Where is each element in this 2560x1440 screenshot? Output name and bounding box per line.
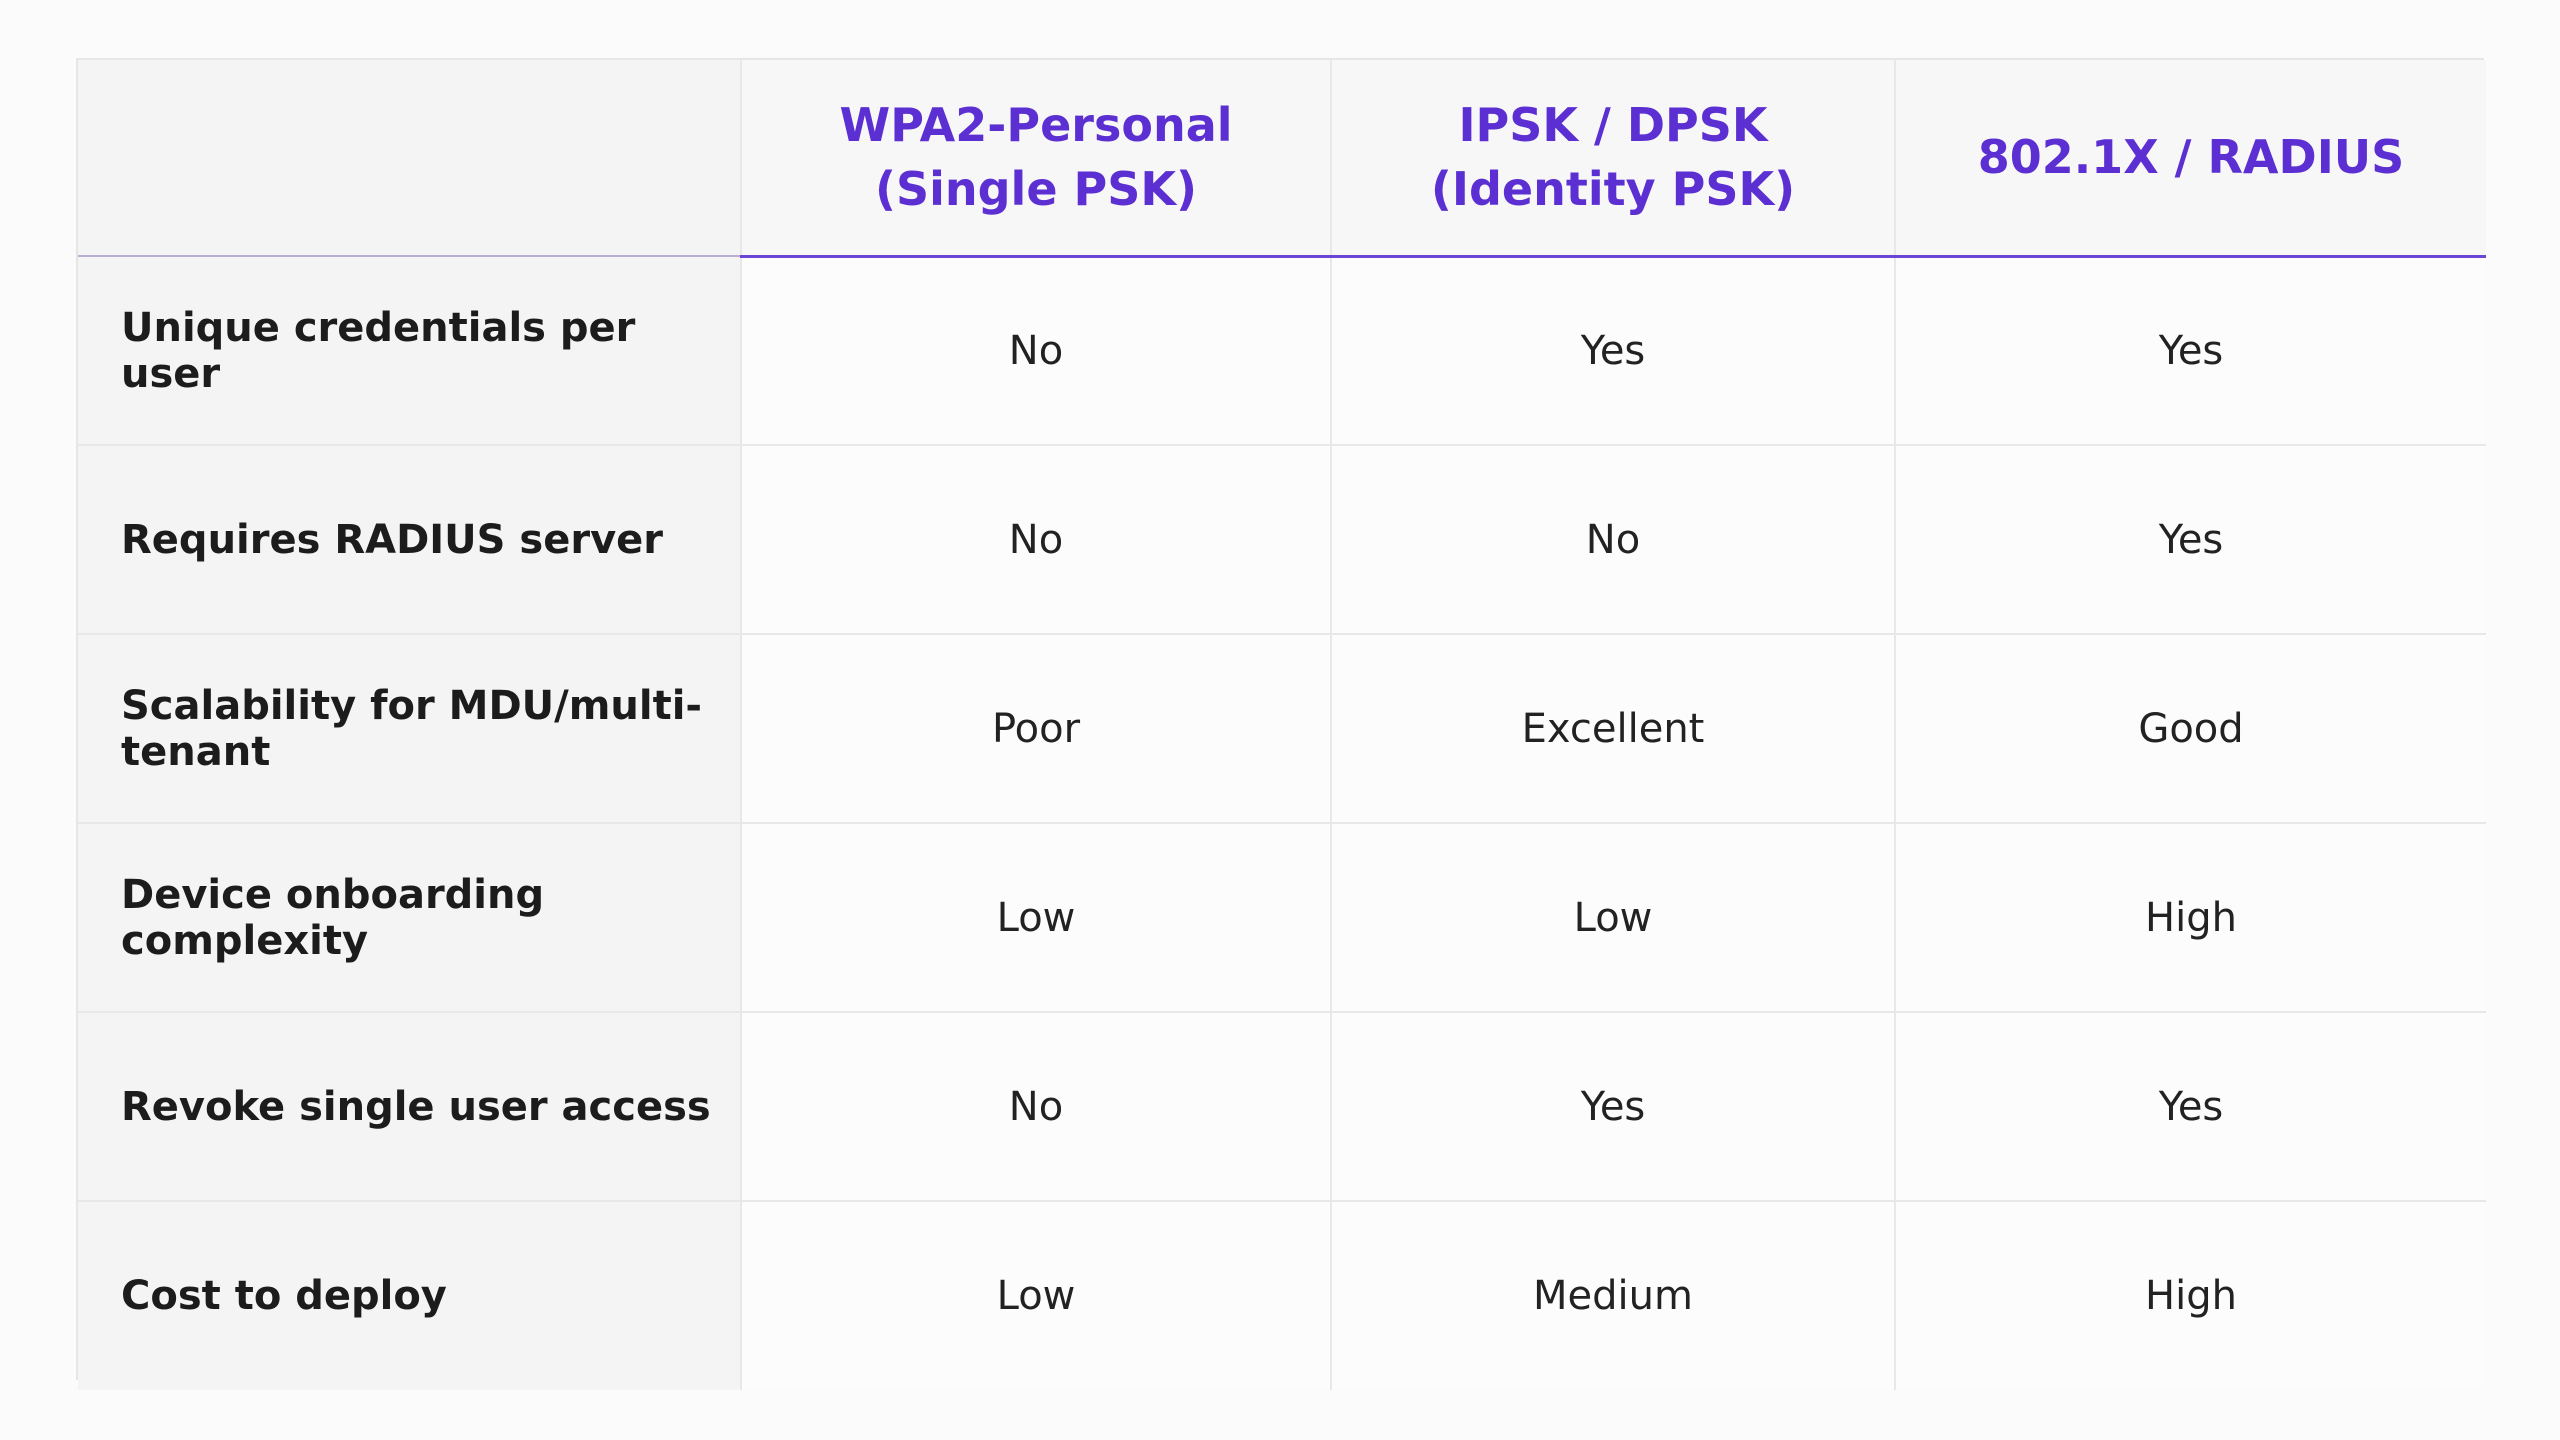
table-row: Scalability for MDU/multi-tenant Poor Ex… — [78, 634, 2486, 824]
table-row: Revoke single user access No Yes Yes — [78, 1012, 2486, 1202]
table-cell: High — [1895, 1201, 2486, 1390]
comparison-table-container: WPA2-Personal (Single PSK) IPSK / DPSK (… — [76, 58, 2486, 1390]
table-cell: Poor — [741, 634, 1332, 824]
column-header-8021x-radius: 802.1X / RADIUS — [1895, 60, 2486, 258]
table-cell: Yes — [1895, 256, 2486, 446]
table-cell: No — [741, 256, 1332, 446]
row-label: Scalability for MDU/multi-tenant — [78, 634, 742, 824]
table-row: Device onboarding complexity Low Low Hig… — [78, 823, 2486, 1013]
column-header-wpa2-personal: WPA2-Personal (Single PSK) — [741, 60, 1332, 258]
table-cell: No — [741, 445, 1332, 635]
table-cell: Medium — [1331, 1201, 1896, 1390]
table-row: Unique credentials per user No Yes Yes — [78, 256, 2486, 446]
row-label: Revoke single user access — [78, 1012, 742, 1202]
column-header-line1: IPSK / DPSK — [1458, 98, 1768, 153]
table-cell: Excellent — [1331, 634, 1896, 824]
table-cell: Yes — [1331, 256, 1896, 446]
table-cell: Yes — [1331, 1012, 1896, 1202]
row-label: Device onboarding complexity — [78, 823, 742, 1013]
row-label: Requires RADIUS server — [78, 445, 742, 635]
column-header-line1: WPA2-Personal — [839, 98, 1233, 153]
table-cell: High — [1895, 823, 2486, 1013]
table-cell: Yes — [1895, 445, 2486, 635]
table-cell: Low — [1331, 823, 1896, 1013]
table-cell: Yes — [1895, 1012, 2486, 1202]
column-header-line2: (Identity PSK) — [1430, 162, 1796, 217]
table-cell: Low — [741, 823, 1332, 1013]
table-header-row: WPA2-Personal (Single PSK) IPSK / DPSK (… — [78, 60, 2486, 258]
header-corner-cell — [78, 60, 742, 257]
row-label: Unique credentials per user — [78, 256, 742, 446]
table-row: Requires RADIUS server No No Yes — [78, 445, 2486, 635]
column-header-line1: 802.1X / RADIUS — [1977, 130, 2405, 185]
table-cell: Good — [1895, 634, 2486, 824]
table-cell: No — [1331, 445, 1896, 635]
comparison-table: WPA2-Personal (Single PSK) IPSK / DPSK (… — [78, 60, 2486, 1390]
column-header-line2: (Single PSK) — [874, 162, 1198, 217]
table-cell: Low — [741, 1201, 1332, 1390]
row-label: Cost to deploy — [78, 1201, 742, 1390]
table-cell: No — [741, 1012, 1332, 1202]
column-header-ipsk-dpsk: IPSK / DPSK (Identity PSK) — [1331, 60, 1896, 258]
table-row: Cost to deploy Low Medium High — [78, 1201, 2486, 1390]
